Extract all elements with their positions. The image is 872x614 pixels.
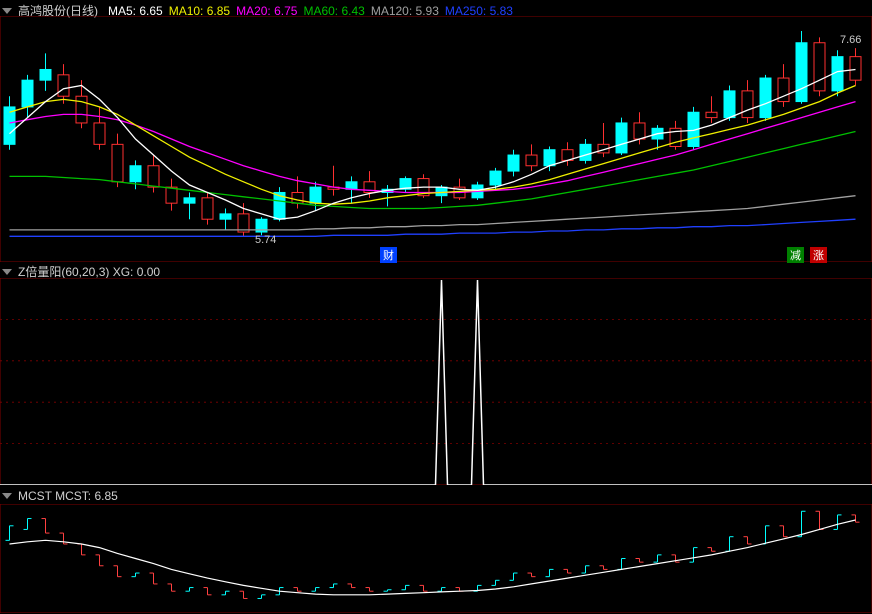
candlestick-chart[interactable] xyxy=(0,16,872,262)
event-badge[interactable]: 减 xyxy=(787,247,804,263)
chevron-down-icon[interactable] xyxy=(2,493,12,499)
mcst-chart[interactable] xyxy=(0,504,872,613)
indicator-chart[interactable] xyxy=(0,278,872,485)
price-label: 7.66 xyxy=(840,34,861,46)
mcst-title: MCST MCST: 6.85 xyxy=(18,489,118,503)
price-label: 5.74 xyxy=(255,234,276,246)
chevron-down-icon[interactable] xyxy=(2,8,12,14)
event-badge[interactable]: 财 xyxy=(380,247,397,263)
mcst-header: MCST MCST: 6.85 xyxy=(2,489,118,503)
event-badge[interactable]: 涨 xyxy=(810,247,827,263)
chevron-down-icon[interactable] xyxy=(2,269,12,275)
